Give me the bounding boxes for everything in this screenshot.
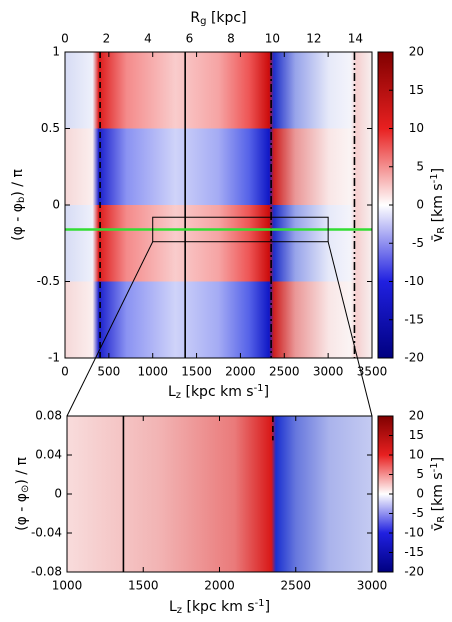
heatmap-field: [67, 416, 372, 572]
x2-tick-label: 2: [103, 32, 111, 46]
colorbar-tick-label: -5: [412, 236, 424, 250]
colorbar-tick-label: 20: [409, 45, 424, 59]
y-tick-label: 0.04: [35, 448, 62, 462]
colorbar-tick-label: -5: [412, 506, 424, 520]
x-axis-title-part: L: [169, 599, 177, 615]
heatmap-band: [65, 281, 372, 359]
y-tick-label: -1: [48, 351, 60, 365]
colorbar-title-part: ]: [430, 168, 446, 173]
x-axis-title: Lz [kpc km s-1]: [168, 383, 269, 401]
colorbar-tick-label: -10: [404, 526, 424, 540]
x2-tick-label: 6: [186, 32, 194, 46]
colorbar-title-part: -1: [429, 173, 440, 183]
x2-axis-title: Rg [kpc]: [190, 10, 246, 27]
y-axis-title: (φ - φb) / π: [10, 169, 27, 241]
y-tick-label: 0.08: [35, 409, 62, 423]
x2-tick-label: 12: [306, 32, 321, 46]
zoom-connector: [66, 241, 154, 417]
colorbar-tick-label: 5: [416, 467, 424, 481]
x-axis-title-part: ]: [265, 599, 270, 615]
y-axis-title-part: b: [16, 197, 27, 203]
colorbar-title: v̄R [km s-1]: [429, 168, 447, 242]
y-tick-label: 0: [52, 198, 60, 212]
colorbar-tick-label: 10: [409, 121, 424, 135]
colorbar-tick-label: 15: [409, 428, 424, 442]
x2-tick-label: 14: [348, 32, 363, 46]
x-tick-label: 0: [61, 365, 69, 379]
x2-tick-label: 10: [265, 32, 280, 46]
x-axis-title-part: [kpc km s: [182, 599, 255, 615]
x-axis-title-part: [kpc km s: [181, 384, 254, 400]
x-tick-label: 3000: [357, 579, 388, 593]
heatmap-band: [65, 205, 372, 282]
colorbar-title-part: v̄: [430, 234, 446, 242]
x-axis-title-part: -1: [254, 383, 264, 394]
colorbar-tick-label: 20: [409, 409, 424, 423]
x-axis-title-part: z: [177, 605, 182, 616]
x-axis-title-part: L: [168, 384, 176, 400]
x-tick-label: 1500: [128, 579, 159, 593]
y-axis-title-part: ) / π: [10, 169, 26, 197]
x-axis-title-part: z: [176, 390, 181, 401]
x-tick-label: 3500: [357, 365, 388, 379]
colorbar-title-part: R: [436, 516, 447, 523]
zoom-connector: [327, 241, 373, 417]
y-axis-title-part: (φ - φ: [10, 203, 26, 241]
x-axis-title: Lz [kpc km s-1]: [169, 598, 270, 616]
y-tick-label: 0: [54, 487, 62, 501]
y-axis-title-part: ) / π: [14, 457, 30, 485]
colorbar-tick-label: -10: [404, 274, 424, 288]
colorbar-title-part: [km s: [430, 472, 446, 515]
colorbar-tick-label: 5: [416, 159, 424, 173]
x2-tick-label: 8: [227, 32, 235, 46]
x-tick-label: 1500: [181, 365, 212, 379]
colorbar-tick-label: -15: [404, 312, 424, 326]
x2-axis-title-part: g: [200, 16, 206, 27]
x-axis-title-part: ]: [264, 384, 269, 400]
x-tick-label: 2000: [204, 579, 235, 593]
y-tick-label: 1: [52, 45, 60, 59]
colorbar-tick-label: -15: [404, 545, 424, 559]
x2-tick-label: 4: [144, 32, 152, 46]
heatmap-band: [65, 52, 372, 129]
y-tick-label: -0.5: [37, 274, 60, 288]
colorbar-tick-label: -20: [404, 565, 424, 579]
x-tick-label: 1000: [52, 579, 83, 593]
zoom-box: [152, 216, 329, 243]
colorbar-tick-label: 0: [416, 487, 424, 501]
colorbar-tick-label: -20: [404, 351, 424, 365]
x2-axis-title-part: [kpc]: [207, 10, 247, 26]
x-tick-label: 2500: [269, 365, 300, 379]
x-tick-label: 2500: [280, 579, 311, 593]
x-tick-label: 2000: [225, 365, 256, 379]
x2-axis-title-part: R: [190, 10, 200, 26]
heatmap-band: [65, 128, 372, 206]
x2-tick-label: 0: [61, 32, 69, 46]
colorbar-title-part: -1: [429, 462, 440, 472]
y-tick-label: 0.5: [41, 121, 60, 135]
x-axis-title-part: -1: [255, 598, 265, 609]
y-axis-title-part: ⊙: [20, 485, 31, 493]
y-axis-title: (φ - φ⊙) / π: [14, 457, 31, 531]
y-tick-label: -0.08: [31, 565, 62, 579]
colorbar-title-part: v̄: [430, 523, 446, 531]
x-tick-label: 3000: [313, 365, 344, 379]
colorbar-title: v̄R [km s-1]: [429, 457, 447, 531]
colorbar-title-part: R: [436, 227, 447, 234]
x-tick-label: 1000: [137, 365, 168, 379]
colorbar-tick-label: 10: [409, 448, 424, 462]
colorbar-title-part: [km s: [430, 183, 446, 226]
y-axis-title-part: (φ - φ: [14, 493, 30, 531]
y-tick-label: -0.04: [31, 526, 62, 540]
x-tick-label: 500: [97, 365, 120, 379]
colorbar-tick-label: 15: [409, 83, 424, 97]
colorbar-title-part: ]: [430, 457, 446, 462]
colorbar-tick-label: 0: [416, 198, 424, 212]
